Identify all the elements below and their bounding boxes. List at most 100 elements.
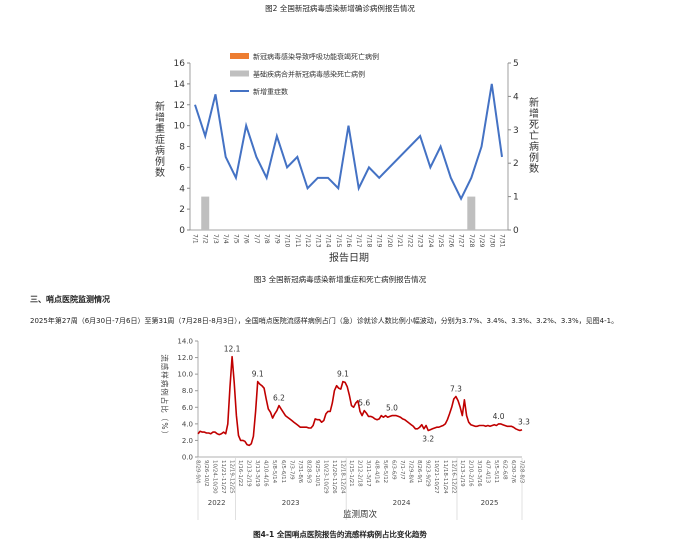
y-axis-title: 重 [155, 122, 165, 135]
x-tick-label: 1/16-1/22 [237, 460, 243, 487]
x-tick-label: 7/29-8/4 [408, 460, 414, 484]
y-axis-title: 数 [155, 166, 165, 179]
death-bar [201, 196, 210, 230]
data-label: 9.1 [252, 370, 264, 379]
y2-axis-title: 病 [529, 140, 539, 153]
x-tick-label: 7/6 [243, 234, 250, 244]
x-tick-label: 7/28-8/3 [519, 460, 525, 484]
y-tick-label: 4.0 [182, 420, 193, 428]
x-tick-label: 9/26-10/2 [203, 460, 209, 487]
x-tick-label: 7/26 [447, 234, 454, 248]
legend-label: 新冠病毒感染导致呼吸功能衰竭死亡病例 [253, 52, 379, 61]
x-tick-label: 12/19-12/25 [229, 460, 235, 494]
y-tick-label: 14.0 [177, 338, 193, 346]
y2-tick-label: 2 [513, 159, 519, 169]
x-tick-label: 3/13-3/19 [254, 460, 260, 487]
x-tick-label: 5/6-5/12 [382, 460, 388, 483]
figure-2-caption: 图2 全国新冠病毒感染新增确诊病例报告情况 [265, 4, 415, 13]
section-heading: 三、哨点医院监测情况 [30, 295, 110, 304]
y-tick-label: 10 [174, 122, 186, 132]
x-tick-label: 7/30 [488, 234, 495, 248]
x-tick-label: 8/26-9/1 [416, 460, 422, 483]
x-tick-label: 8/29-9/4 [195, 460, 201, 484]
x-tick-label: 11/21-11/27 [220, 460, 226, 494]
x-tick-label: 7/3-7/9 [288, 460, 294, 480]
y-axis-title: 占 [160, 397, 170, 405]
legend-label: 新增重症数 [253, 87, 288, 96]
x-tick-label: 7/5 [232, 234, 239, 244]
x-tick-label: 7/7 [253, 234, 260, 244]
x-tick-label: 10/24-10/30 [212, 460, 218, 494]
x-tick-label: 7/10 [284, 234, 291, 248]
y2-axis-title: 新 [529, 96, 539, 109]
y-tick-label: 6 [179, 163, 185, 173]
x-tick-label: 7/11 [294, 234, 301, 248]
x-tick-label: 6/3-6/9 [391, 460, 397, 480]
x-tick-label: 7/13 [314, 234, 321, 248]
y2-axis-title: 死 [529, 120, 539, 131]
y-tick-label: 2 [179, 205, 185, 215]
x-tick-label: 9/23-9/29 [425, 460, 431, 487]
y-axis-title: 增 [155, 111, 165, 124]
y-tick-label: 12.0 [177, 354, 193, 362]
x-tick-label: 7/23 [417, 234, 424, 248]
y-axis-title: 比 [160, 405, 170, 413]
y-tick-label: 4 [179, 184, 185, 194]
x-tick-label: 12/18-12/24 [339, 460, 345, 494]
x-tick-label: 8/28-9/3 [305, 460, 311, 484]
data-label: 4.0 [493, 412, 505, 421]
x-tick-label: 1/15-1/21 [348, 460, 354, 487]
y-tick-label: 6.0 [182, 404, 193, 412]
y-axis-title: 病 [155, 144, 165, 157]
x-tick-label: 6/5-6/11 [280, 460, 286, 483]
y-axis-title: 症 [155, 133, 165, 146]
y-axis-title: 例 [155, 155, 165, 168]
x-tick-label: 7/12 [304, 234, 311, 248]
x-tick-label: 2/10-2/16 [467, 460, 473, 487]
data-label: 6.2 [273, 394, 285, 403]
data-label: 5.6 [358, 399, 370, 408]
x-tick-label: 11/18-11/24 [442, 460, 448, 494]
x-tick-label: 12/16-12/22 [450, 460, 456, 494]
y-axis-title: 例 [160, 388, 170, 396]
x-tick-label: 7/1 [192, 234, 199, 244]
x-tick-label: 7/31 [499, 234, 506, 248]
x-tick-label: 7/15 [335, 234, 342, 248]
y-tick-label: 8 [179, 143, 185, 153]
x-tick-label: 10/21-10/27 [433, 460, 439, 494]
x-tick-label: 7/25 [437, 234, 444, 248]
x-tick-label: 7/24 [427, 234, 434, 248]
x-tick-label: 3/10-3/16 [476, 460, 482, 487]
paragraph: 2025年第27周（6月30日-7月6日）至第31周（7月28日-8月3日），全… [30, 317, 619, 325]
ili-line [197, 355, 523, 447]
y2-axis-title: 增 [529, 107, 539, 120]
y-axis-title: 样 [160, 371, 170, 379]
y-axis-title: % [160, 422, 169, 429]
x-tick-label: 7/29 [478, 234, 485, 248]
y-tick-label: 16 [174, 59, 186, 69]
data-label: 3.3 [518, 418, 530, 427]
year-label: 2023 [282, 499, 300, 507]
x-tick-label: 7/9 [273, 234, 280, 244]
x-tick-label: 9/25-10/1 [314, 460, 320, 487]
x-tick-label: 7/27 [458, 234, 465, 248]
x-tick-label: 4/8-4/14 [374, 460, 380, 484]
legend-label: 基础疾病合并新冠病毒感染死亡病例 [253, 70, 365, 79]
x-tick-label: 7/20 [386, 234, 393, 248]
y-axis-title: 新 [155, 100, 165, 113]
y-axis-title: ） [160, 431, 169, 439]
y2-tick-label: 1 [513, 193, 519, 203]
data-label: 7.3 [450, 385, 462, 394]
y-axis-title: 感 [160, 363, 170, 371]
data-label: 3.2 [422, 434, 434, 443]
x-tick-label: 6/2-6/8 [501, 460, 507, 480]
y2-tick-label: 5 [513, 59, 519, 69]
y2-tick-label: 0 [513, 226, 519, 236]
x-tick-label: 7/22 [406, 234, 413, 248]
y-tick-label: 14 [174, 80, 186, 90]
y2-axis-title: 例 [529, 151, 539, 164]
x-tick-label: 7/3 [212, 234, 219, 244]
x-tick-label: 7/21 [396, 234, 403, 248]
